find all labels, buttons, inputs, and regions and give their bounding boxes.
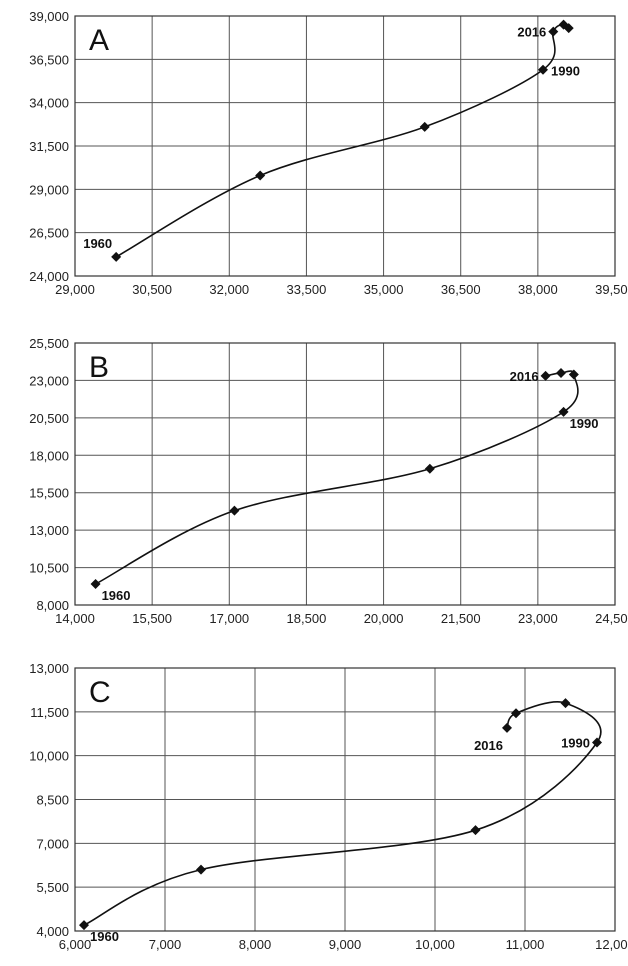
year-annotation: 1990 bbox=[551, 64, 580, 79]
y-tick-label: 13,000 bbox=[29, 523, 69, 538]
data-point bbox=[79, 920, 89, 931]
data-point bbox=[470, 825, 481, 836]
x-tick-label: 18,500 bbox=[287, 611, 327, 626]
y-tick-label: 10,000 bbox=[29, 749, 69, 764]
x-tick-label: 23,000 bbox=[518, 611, 558, 626]
data-point bbox=[563, 23, 574, 34]
y-tick-label: 24,000 bbox=[29, 269, 69, 284]
year-annotation: 1960 bbox=[102, 588, 131, 603]
y-tick-label: 39,000 bbox=[29, 9, 69, 24]
year-annotation: 2016 bbox=[517, 25, 546, 40]
y-tick-label: 8,500 bbox=[36, 793, 69, 808]
panel-letter: B bbox=[89, 351, 109, 384]
data-point bbox=[419, 121, 430, 132]
data-point bbox=[196, 864, 206, 875]
x-tick-label: 6,000 bbox=[59, 937, 92, 952]
year-annotation: 2016 bbox=[510, 369, 539, 384]
y-tick-label: 7,000 bbox=[36, 836, 69, 851]
x-tick-label: 29,000 bbox=[55, 282, 95, 297]
data-point bbox=[502, 722, 512, 733]
y-tick-label: 10,500 bbox=[29, 561, 69, 576]
data-point bbox=[556, 367, 566, 378]
y-tick-label: 29,000 bbox=[29, 182, 69, 197]
x-tick-label: 12,000 bbox=[595, 937, 628, 952]
data-point bbox=[592, 737, 602, 748]
y-tick-label: 4,000 bbox=[36, 924, 69, 939]
y-tick-label: 25,500 bbox=[29, 336, 69, 351]
y-tick-label: 34,000 bbox=[29, 96, 69, 111]
chart-panel-b: 14,000 15,500 17,000 18,500 20,000 21,500 23,0… bbox=[29, 336, 628, 626]
data-point bbox=[558, 406, 569, 417]
year-annotation: 2016 bbox=[474, 738, 503, 753]
y-tick-label: 11,500 bbox=[30, 705, 69, 720]
x-tick-label: 21,500 bbox=[441, 611, 481, 626]
y-tick-label: 15,500 bbox=[29, 486, 69, 501]
plot-frame bbox=[74, 15, 616, 277]
x-tick-label: 30,500 bbox=[132, 282, 172, 297]
year-annotation: 1960 bbox=[90, 929, 119, 944]
y-tick-label: 36,500 bbox=[29, 52, 69, 67]
year-annotation: 1990 bbox=[561, 736, 590, 751]
data-point bbox=[540, 370, 551, 381]
x-tick-label: 9,000 bbox=[329, 937, 362, 952]
y-tick-label: 5,500 bbox=[36, 880, 69, 895]
y-tick-label: 31,500 bbox=[29, 139, 69, 154]
y-tick-label: 20,500 bbox=[29, 411, 69, 426]
data-point bbox=[511, 708, 521, 719]
y-tick-label: 18,000 bbox=[29, 448, 69, 463]
x-tick-label: 11,000 bbox=[506, 937, 545, 952]
plot-frame bbox=[74, 342, 616, 606]
x-tick-label: 36,500 bbox=[441, 282, 481, 297]
x-tick-label: 10,000 bbox=[415, 937, 455, 952]
data-point bbox=[229, 505, 240, 516]
series-line bbox=[83, 701, 602, 926]
x-tick-label: 39,500 bbox=[595, 282, 628, 297]
plot-frame bbox=[74, 667, 616, 932]
x-tick-label: 17,000 bbox=[209, 611, 249, 626]
chart-panel-a: 29,000 30,500 32,000 33,500 35,000 36,500 38,0… bbox=[29, 9, 628, 297]
x-tick-label: 38,000 bbox=[518, 282, 558, 297]
data-point bbox=[111, 251, 122, 262]
x-tick-label: 8,000 bbox=[239, 937, 272, 952]
y-tick-label: 26,500 bbox=[29, 226, 69, 241]
series-line bbox=[95, 370, 579, 585]
data-point bbox=[548, 26, 559, 37]
y-tick-label: 8,000 bbox=[36, 598, 69, 613]
panel-letter: A bbox=[89, 24, 109, 57]
y-tick-label: 23,000 bbox=[29, 373, 69, 388]
data-point bbox=[560, 698, 571, 709]
x-tick-label: 35,000 bbox=[364, 282, 404, 297]
chart-panel-c: 6,000 7,000 8,000 9,000 10,000 11,000 12,000 4,… bbox=[29, 661, 628, 952]
x-tick-label: 7,000 bbox=[149, 937, 182, 952]
data-point bbox=[90, 579, 101, 590]
year-annotation: 1990 bbox=[570, 416, 599, 431]
data-point bbox=[255, 170, 266, 181]
year-annotation: 1960 bbox=[83, 236, 112, 251]
data-point bbox=[538, 64, 548, 75]
x-tick-label: 20,000 bbox=[364, 611, 404, 626]
x-tick-label: 14,000 bbox=[55, 611, 95, 626]
panel-letter: C bbox=[89, 676, 111, 709]
x-tick-label: 24,500 bbox=[595, 611, 628, 626]
data-point bbox=[568, 369, 579, 380]
y-tick-label: 13,000 bbox=[29, 661, 69, 676]
data-point bbox=[424, 463, 435, 474]
x-tick-label: 33,500 bbox=[287, 282, 327, 297]
x-tick-label: 15,500 bbox=[132, 611, 172, 626]
x-tick-label: 32,000 bbox=[209, 282, 249, 297]
